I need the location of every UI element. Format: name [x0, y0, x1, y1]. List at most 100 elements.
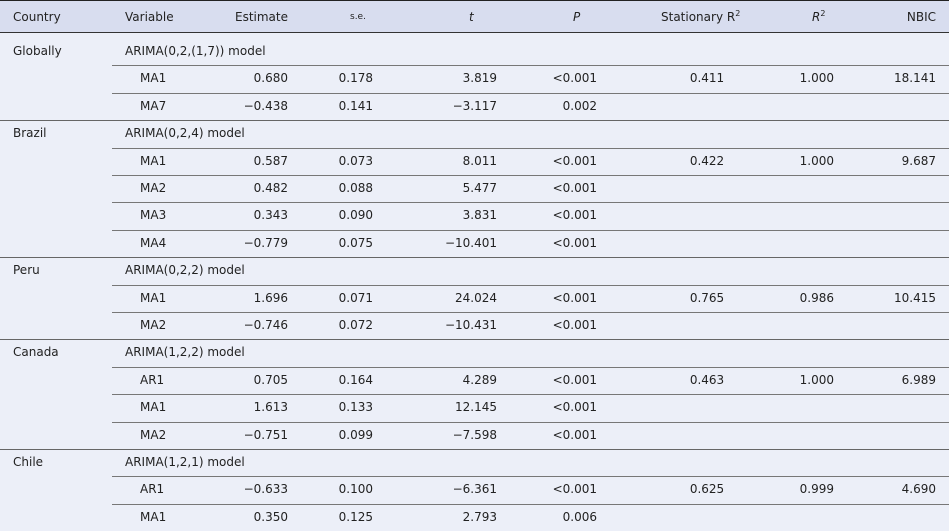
se-cell: 0.073: [338, 154, 373, 168]
se-cell: 0.141: [338, 99, 373, 113]
t-cell: 8.011: [462, 154, 497, 168]
country-name: Brazil: [13, 126, 47, 140]
estimate-cell: 0.482: [253, 181, 288, 195]
group-title-row: Globally ARIMA(0,2,(1,7)) model: [0, 38, 949, 65]
nbic-cell: 18.141: [894, 71, 936, 85]
variable-cell: MA1: [140, 71, 167, 85]
p-cell: <0.001: [552, 71, 597, 85]
t-cell: −3.117: [452, 99, 497, 113]
t-cell: 5.477: [462, 181, 497, 195]
group-divider: [0, 339, 949, 340]
estimate-cell: 1.696: [253, 291, 288, 305]
table-row: MA3 0.343 0.090 3.831 <0.001: [0, 202, 949, 229]
stationary-r2-cell: 0.765: [689, 291, 725, 305]
t-cell: 4.289: [462, 373, 497, 387]
group-title-row: Canada ARIMA(1,2,2) model: [0, 339, 949, 366]
p-cell: <0.001: [552, 236, 597, 250]
group-title-row: Peru ARIMA(0,2,2) model: [0, 257, 949, 284]
se-cell: 0.099: [338, 428, 373, 442]
col-r2: R2: [812, 9, 826, 25]
se-cell: 0.100: [338, 482, 373, 496]
estimate-cell: −0.438: [243, 99, 288, 113]
table-row: MA2 0.482 0.088 5.477 <0.001: [0, 175, 949, 202]
group-divider: [0, 257, 949, 258]
p-cell: <0.001: [552, 181, 597, 195]
se-cell: 0.090: [338, 208, 373, 222]
table-row: MA2 −0.746 0.072 −10.431 <0.001: [0, 312, 949, 339]
se-cell: 0.125: [338, 510, 373, 524]
p-cell: 0.006: [562, 510, 597, 524]
se-cell: 0.071: [338, 291, 373, 305]
country-name: Chile: [13, 455, 44, 469]
row-divider: [112, 148, 949, 149]
estimate-cell: 0.587: [253, 154, 288, 168]
p-cell: <0.001: [552, 400, 597, 414]
p-cell: <0.001: [552, 373, 597, 387]
variable-cell: MA2: [140, 318, 167, 332]
estimate-cell: 1.613: [253, 400, 288, 414]
variable-cell: MA7: [140, 99, 167, 113]
group-divider: [0, 120, 949, 121]
col-variable: Variable: [125, 10, 174, 24]
p-cell: <0.001: [552, 208, 597, 222]
se-cell: 0.072: [338, 318, 373, 332]
se-cell: 0.133: [338, 400, 373, 414]
variable-cell: MA2: [140, 428, 167, 442]
estimate-cell: 0.343: [253, 208, 288, 222]
se-cell: 0.075: [338, 236, 373, 250]
table-row: MA1 0.350 0.125 2.793 0.006: [0, 504, 949, 531]
r2-cell: 1.000: [799, 71, 834, 85]
model-name: ARIMA(0,2,4) model: [125, 126, 245, 140]
t-cell: 3.819: [462, 71, 497, 85]
stationary-r2-cell: 0.411: [689, 71, 725, 85]
row-divider: [112, 202, 949, 203]
t-cell: −10.431: [444, 318, 497, 332]
table-header: Country Variable Estimate s.e. t P Stati…: [0, 0, 949, 33]
model-name: ARIMA(1,2,2) model: [125, 345, 245, 359]
variable-cell: MA3: [140, 208, 167, 222]
row-divider: [112, 394, 949, 395]
variable-cell: MA1: [140, 510, 167, 524]
row-divider: [112, 312, 949, 313]
estimate-cell: −0.751: [243, 428, 288, 442]
variable-cell: AR1: [140, 373, 165, 387]
estimate-cell: −0.746: [243, 318, 288, 332]
p-cell: 0.002: [562, 99, 597, 113]
variable-cell: MA4: [140, 236, 167, 250]
estimate-cell: 0.705: [253, 373, 288, 387]
t-cell: −6.361: [452, 482, 497, 496]
se-cell: 0.178: [338, 71, 373, 85]
row-divider: [112, 230, 949, 231]
r2-cell: 0.986: [799, 291, 834, 305]
row-divider: [112, 175, 949, 176]
stationary-r2-cell: 0.463: [689, 373, 725, 387]
p-cell: <0.001: [552, 482, 597, 496]
country-name: Peru: [13, 263, 40, 277]
stationary-r2-cell: 0.625: [689, 482, 725, 496]
row-divider: [112, 65, 949, 66]
row-divider: [112, 93, 949, 94]
estimate-cell: −0.633: [243, 482, 288, 496]
variable-cell: MA1: [140, 400, 167, 414]
estimate-cell: 0.680: [253, 71, 288, 85]
variable-cell: MA1: [140, 291, 167, 305]
col-nbic: NBIC: [906, 10, 936, 24]
nbic-cell: 9.687: [901, 154, 936, 168]
table-row: MA1 0.680 0.178 3.819 <0.001 0.411 1.000 18.141: [0, 65, 949, 92]
table-row: MA1 0.587 0.073 8.011 <0.001 0.422 1.000 9.687: [0, 148, 949, 175]
col-t: t: [469, 10, 474, 24]
row-divider: [112, 367, 949, 368]
t-cell: 24.024: [455, 291, 497, 305]
col-estimate: Estimate: [234, 10, 288, 24]
p-cell: <0.001: [552, 428, 597, 442]
t-cell: −7.598: [452, 428, 497, 442]
p-cell: <0.001: [552, 318, 597, 332]
row-divider: [112, 285, 949, 286]
table-row: MA2 −0.751 0.099 −7.598 <0.001: [0, 422, 949, 449]
p-cell: <0.001: [552, 154, 597, 168]
r2-cell: 1.000: [799, 373, 834, 387]
row-divider: [112, 504, 949, 505]
model-name: ARIMA(1,2,1) model: [125, 455, 245, 469]
estimate-cell: −0.779: [243, 236, 288, 250]
variable-cell: MA2: [140, 181, 167, 195]
